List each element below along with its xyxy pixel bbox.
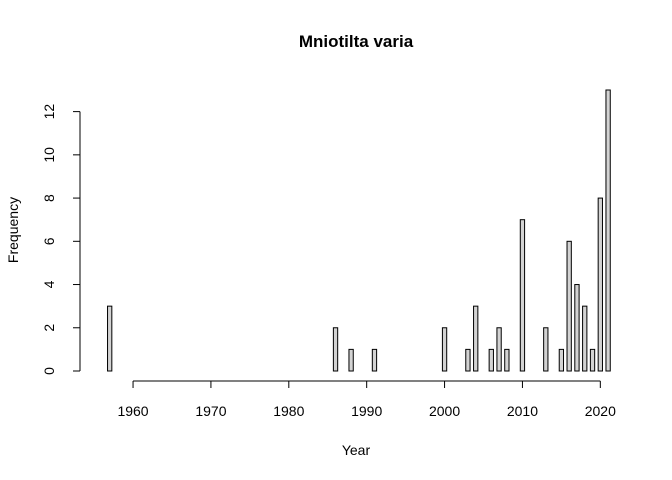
y-tick-label-6: 6	[41, 237, 57, 245]
chart-title: Mniotilta varia	[299, 32, 414, 51]
bar-2020	[597, 197, 603, 372]
x-axis: 1960 1970 1980 1990 2000 2010 2020	[117, 380, 616, 419]
bar-2017	[574, 284, 580, 372]
y-tick-label-8: 8	[41, 194, 57, 202]
bar-1957	[107, 305, 113, 372]
x-tick-label-1960: 1960	[117, 403, 148, 419]
y-axis-label: Frequency	[5, 197, 21, 263]
y-tick-label-12: 12	[41, 104, 57, 120]
x-axis-label: Year	[342, 442, 371, 458]
x-tick-label-2000: 2000	[429, 403, 460, 419]
x-tick-label-1990: 1990	[351, 403, 382, 419]
x-tick-label-1970: 1970	[195, 403, 226, 419]
bar-1988	[348, 348, 354, 372]
y-tick-label-4: 4	[41, 280, 57, 288]
bar-1986	[332, 327, 339, 372]
bars-group	[107, 89, 611, 372]
bar-1991	[371, 348, 378, 372]
y-tick-label-0: 0	[41, 367, 57, 375]
bar-2003	[465, 348, 471, 372]
x-tick-label-2010: 2010	[507, 403, 538, 419]
bar-2007	[496, 327, 502, 372]
y-tick-label-2: 2	[41, 324, 57, 332]
bar-2006	[488, 348, 494, 372]
bar-2015	[558, 348, 565, 372]
x-tick-label-1980: 1980	[273, 403, 304, 419]
bar-2000	[441, 327, 448, 372]
bar-2019	[589, 348, 596, 372]
y-tick-label-10: 10	[41, 147, 57, 163]
bar-2016	[566, 240, 572, 372]
y-axis: 0 2 4 6 8 10 12	[41, 104, 81, 375]
bar-2021	[605, 89, 611, 372]
bar-2008	[504, 348, 510, 372]
bar-2018	[582, 305, 588, 372]
x-tick-label-2020: 2020	[585, 403, 616, 419]
bar-2010	[519, 219, 526, 372]
bar-2004	[473, 305, 479, 372]
bar-2013	[543, 327, 549, 372]
